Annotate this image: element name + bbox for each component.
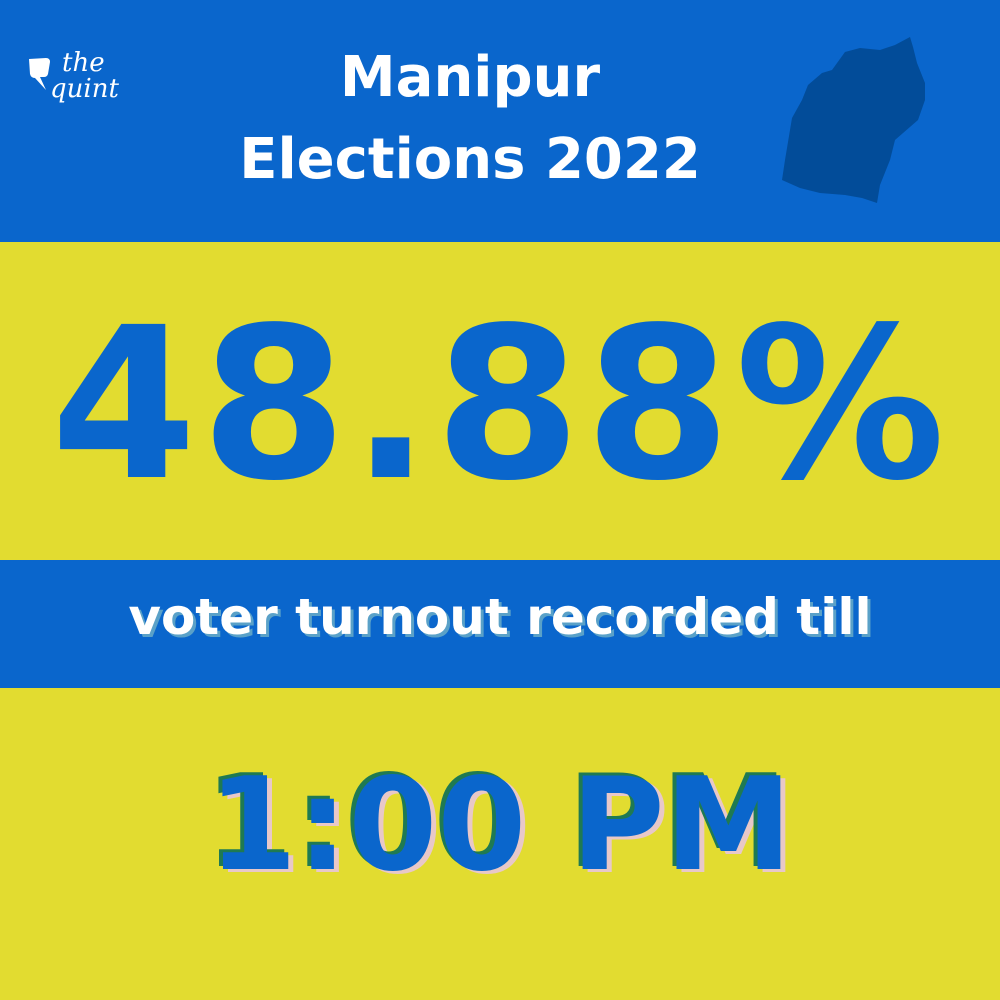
caption-band [0,560,1000,688]
title-line-1: Manipur [339,45,601,110]
time-band [0,688,1000,1000]
recorded-time: 1:00 PM [207,751,793,900]
title-line-2: Elections 2022 [239,127,701,192]
turnout-band [0,242,1000,560]
logo-text: the quint [50,48,119,104]
speech-bubble-icon [29,58,50,90]
the-quint-logo: the quint [26,50,146,120]
turnout-percentage: 48.88% [50,282,950,527]
manipur-map-icon [782,37,925,203]
turnout-caption: voter turnout recorded till [128,588,872,646]
header-band: the quint Manipur Elections 2022 [0,0,1000,242]
